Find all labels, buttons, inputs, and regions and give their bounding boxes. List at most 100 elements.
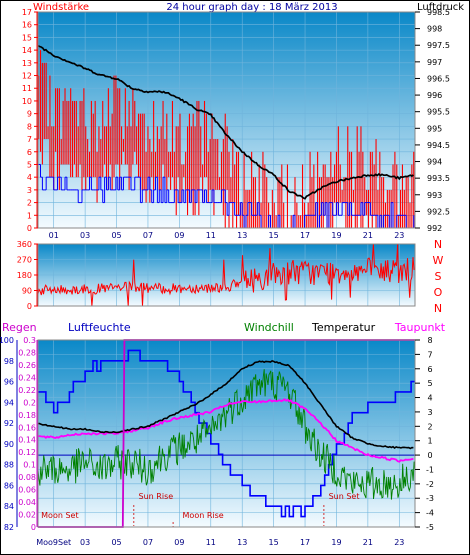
- humidity-tick-label: 90: [4, 440, 14, 449]
- pressure-tick-label: 998.5: [427, 8, 450, 17]
- humidity-line: [38, 349, 415, 518]
- pressure-tick-label: 996: [427, 91, 442, 100]
- hour-tick-label: 15: [269, 538, 279, 547]
- humidity-tick-label: 96: [4, 378, 14, 387]
- hour-tick-label: 17: [300, 231, 310, 240]
- direction-tick-label: 180: [17, 271, 32, 280]
- pressure-tick-label: 995: [427, 124, 442, 133]
- wind-tick-label: 16: [22, 21, 32, 30]
- wind-tick-label: 7: [27, 135, 32, 144]
- hour-tick-label: 17: [300, 538, 310, 547]
- chart-title: 24 hour graph day : 18 März 2013: [166, 2, 337, 13]
- temperature-legend: Temperatur: [311, 321, 376, 334]
- hour-tick-label: 05: [111, 231, 121, 240]
- wind-axis-title: Windstärke: [33, 2, 89, 13]
- wind-tick-label: 5: [27, 160, 32, 169]
- hour-tick-label: 07: [143, 538, 153, 547]
- direction-tick-label: 90: [22, 287, 32, 296]
- rain-axis-ticks: 0 0.02 0.04 0.06 0.08 0.1 0.12 0.14 0.16 0.18 0.2 0…: [18, 336, 38, 532]
- moon-set-label: Moon Set: [41, 511, 78, 520]
- hour-tick-label: 09: [174, 231, 184, 240]
- hour-tick-label: 13: [237, 231, 247, 240]
- hour-tick-label: 05: [111, 538, 121, 547]
- rain-tick-label: 0.1: [23, 461, 36, 470]
- temperature-tick-label: 8: [427, 336, 432, 345]
- hour-tick-label: 03: [80, 538, 90, 547]
- wind-tick-label: 9: [27, 110, 32, 119]
- temperature-line: [37, 360, 414, 450]
- hour-tick-label: 11: [206, 538, 216, 547]
- wind-pressure-lines: [37, 44, 414, 200]
- compass-label: N: [434, 238, 442, 251]
- hour-tick-label: 15: [269, 231, 279, 240]
- pressure-axis-title: Luftdruck: [417, 2, 464, 13]
- humidity-tick-label: 84: [4, 502, 14, 511]
- hour-tick-label: 13: [237, 538, 247, 547]
- direction-tick-label: 360: [17, 240, 32, 249]
- wind-tick-label: 3: [27, 186, 32, 195]
- pressure-tick-label: 997.5: [427, 41, 450, 50]
- humidity-tick-label: 94: [4, 398, 14, 407]
- wind-tick-label: 1: [27, 211, 32, 220]
- hour-tick-label: 21: [363, 538, 373, 547]
- hour-axis-ticks-bottom: Moo9Set 03 05 07 09 11 13 15 17 19 21 23: [36, 538, 404, 547]
- rain-tick-label: 0.22: [18, 386, 36, 395]
- rain-tick-label: 0.16: [18, 423, 36, 432]
- rain-tick-label: 0.12: [18, 448, 36, 457]
- direction-axis-ticks: 0 90 180 270 360: [17, 240, 38, 311]
- temperature-tick-label: 0: [427, 451, 432, 460]
- pressure-tick-label: 996.5: [427, 74, 450, 83]
- wind-tick-label: 17: [22, 8, 32, 17]
- sun-rise-label: Sun Rise: [139, 492, 174, 501]
- compass-label: N: [434, 302, 442, 315]
- rain-tick-label: 0.3: [23, 336, 36, 345]
- wind-direction-line: [37, 243, 415, 307]
- wind-tick-label: 11: [22, 84, 32, 93]
- hour-tick-label: 01: [49, 231, 59, 240]
- hour-tick-label: Moo9Set: [36, 538, 71, 547]
- rain-tick-label: 0.24: [18, 373, 36, 382]
- wind-direction-line: [37, 243, 415, 307]
- windchill-line: [37, 369, 416, 500]
- pressure-line: [37, 44, 414, 200]
- hour-tick-label: 19: [331, 231, 341, 240]
- wind-pressure-plot-area: [38, 12, 415, 228]
- wind-tick-label: 4: [27, 173, 32, 182]
- pressure-tick-label: 997: [427, 58, 442, 67]
- temperature-tick-label: -3: [426, 494, 434, 503]
- temperature-tick-label: -4: [426, 509, 434, 518]
- temperature-tick-label: 1: [427, 437, 432, 446]
- rain-tick-label: 0.2: [23, 398, 36, 407]
- temperature-axis-ticks: -5 -4 -3 -2 -1 0 1 2 3 4 5 6 7 8: [415, 336, 434, 532]
- gust-bars: [38, 50, 415, 228]
- pressure-tick-label: 995.5: [427, 108, 450, 117]
- humidity-tick-label: 100: [0, 336, 14, 345]
- wind-tick-label: 12: [22, 72, 32, 81]
- hour-tick-label: 21: [363, 231, 373, 240]
- humidity-tick-label: 88: [4, 461, 14, 470]
- humidity-tick-label: 86: [4, 481, 14, 490]
- direction-tick-label: 270: [17, 256, 32, 265]
- compass-label: W: [433, 254, 444, 267]
- hour-tick-label: 19: [331, 538, 341, 547]
- humidity-axis-ticks: 82 84 86 88 90 92 94 96 98 100: [0, 336, 18, 532]
- rain-tick-label: 0.02: [18, 511, 36, 520]
- pressure-tick-label: 992.5: [427, 207, 450, 216]
- temperature-tick-label: 2: [427, 422, 432, 431]
- humidity-axis-title: Luftfeuchte: [68, 321, 131, 334]
- hour-tick-label: 07: [143, 231, 153, 240]
- pressure-tick-label: 993.5: [427, 174, 450, 183]
- temperature-tick-label: -5: [426, 523, 434, 532]
- wind-tick-label: 6: [27, 148, 32, 157]
- pressure-tick-label: 998: [427, 25, 442, 34]
- temperature-tick-label: 7: [427, 350, 432, 359]
- rain-tick-label: 0.28: [18, 348, 36, 357]
- windchill-legend: Windchill: [244, 321, 294, 334]
- pressure-tick-label: 992: [427, 224, 442, 233]
- dewpoint-legend: Taupunkt: [394, 321, 446, 334]
- compass-label: O: [434, 286, 443, 299]
- pressure-axis-ticks: 992 992.5 993 993.5 994 994.5 995 995.5 996 996.5…: [415, 8, 450, 233]
- rain-tick-label: 0.08: [18, 473, 36, 482]
